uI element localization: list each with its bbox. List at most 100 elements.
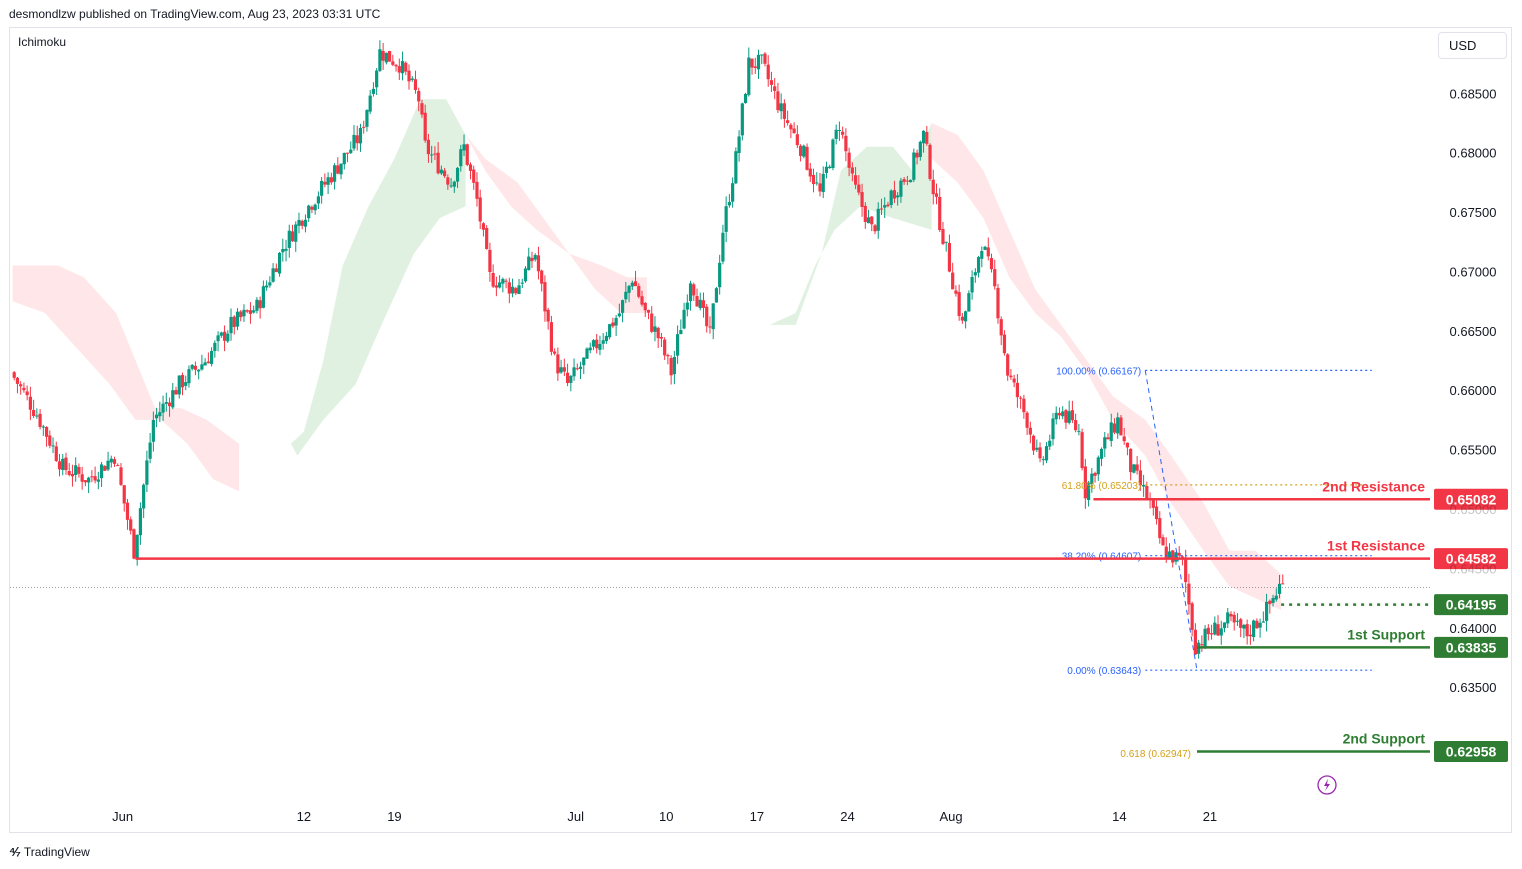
candle-body [834,129,838,139]
candle-body [116,465,120,467]
candle-body [1258,622,1262,628]
candle-body [546,309,550,322]
candle-body [847,152,851,168]
footer-brand[interactable]: ⁴⁄₇ TradingView [9,844,90,859]
candle-body [540,270,544,284]
candle-body [734,151,738,184]
candle-body [753,66,757,68]
candle-body [161,403,165,413]
ichimoku-cloud-bearish [465,134,647,313]
candle-body [776,91,780,111]
candle-body [818,183,822,192]
candle-body [1057,413,1062,416]
y-axis-tick-label: 0.66500 [1450,324,1497,339]
candle-body [1154,506,1159,520]
candle-body [1271,597,1275,603]
candle-body [624,291,628,300]
candle-body [986,247,990,257]
candle-body [446,177,450,185]
candle-body [109,458,113,463]
candle-body [973,272,977,276]
candle-body [1145,486,1149,500]
candle-body [93,476,97,481]
candle-body [808,168,812,177]
candle-body [90,476,94,478]
candle-body [718,262,722,288]
candle-body [19,384,23,387]
candle-body [1164,546,1168,559]
candle-body [397,66,401,73]
candle-body [575,368,579,370]
candle-body [1093,472,1097,476]
candle-body [967,293,971,312]
candle-body [1125,442,1130,448]
x-axis-tick-label: Aug [939,809,962,824]
candle-body [879,208,884,210]
candle-body [1048,440,1052,447]
candle-body [705,306,709,327]
candle-body [883,205,887,208]
currency-selector[interactable]: USD [1438,32,1507,59]
candle-body [989,258,994,270]
candle-body [164,402,168,404]
candle-body [320,180,324,196]
candle-body [941,229,945,244]
x-axis-tick-label: Jun [112,809,133,824]
candle-body [1242,624,1246,629]
candle-body [491,273,495,287]
candle-body [472,169,476,183]
candle-body [426,139,431,155]
candle-body [339,163,343,175]
candle-body [536,255,541,272]
x-axis-tick-label: 12 [297,809,311,824]
price-badge-label: 0.62958 [1446,744,1497,760]
candle-body [659,336,664,339]
candle-body [507,282,511,294]
candle-body [99,464,104,479]
candle-body [824,166,829,173]
price-badge [1434,548,1508,570]
candle-body [993,269,997,287]
candle-body [261,286,265,308]
candle-body [980,251,984,259]
candle-body [676,334,680,356]
candle-body [1193,629,1197,655]
ichimoku-cloud-bullish [290,99,466,456]
candle-body [44,427,49,437]
candle-body [1268,600,1272,604]
candle-body [841,131,845,135]
candle-body [1038,447,1042,459]
candle-body [1167,551,1172,558]
candle-body [837,130,842,132]
candle-body [307,205,311,219]
candle-body [928,144,932,179]
candle-body [905,180,909,182]
lightning-icon [1317,775,1337,795]
candle-body [303,219,308,227]
candle-body [229,316,233,334]
candle-body [1135,464,1139,471]
indicator-label[interactable]: Ichimoku [18,35,67,49]
candle-body [896,195,900,198]
candle-body [1248,634,1252,637]
candle-body [701,300,706,308]
candle-body [760,54,764,56]
candle-body [611,322,615,327]
candle-body [1171,550,1175,563]
candle-body [358,127,363,144]
candle-body [119,467,123,485]
candle-body [274,268,278,273]
candle-body [533,255,537,260]
candle-body [455,167,460,182]
candle-body [866,217,871,224]
candle-body [698,299,702,309]
candle-body [103,466,107,471]
candle-body [795,134,799,146]
candle-body [368,95,372,112]
candle-body [284,248,288,251]
candle-body [488,249,492,272]
candle-body [154,414,159,419]
candle-body [400,61,405,74]
candle-body [485,227,489,250]
